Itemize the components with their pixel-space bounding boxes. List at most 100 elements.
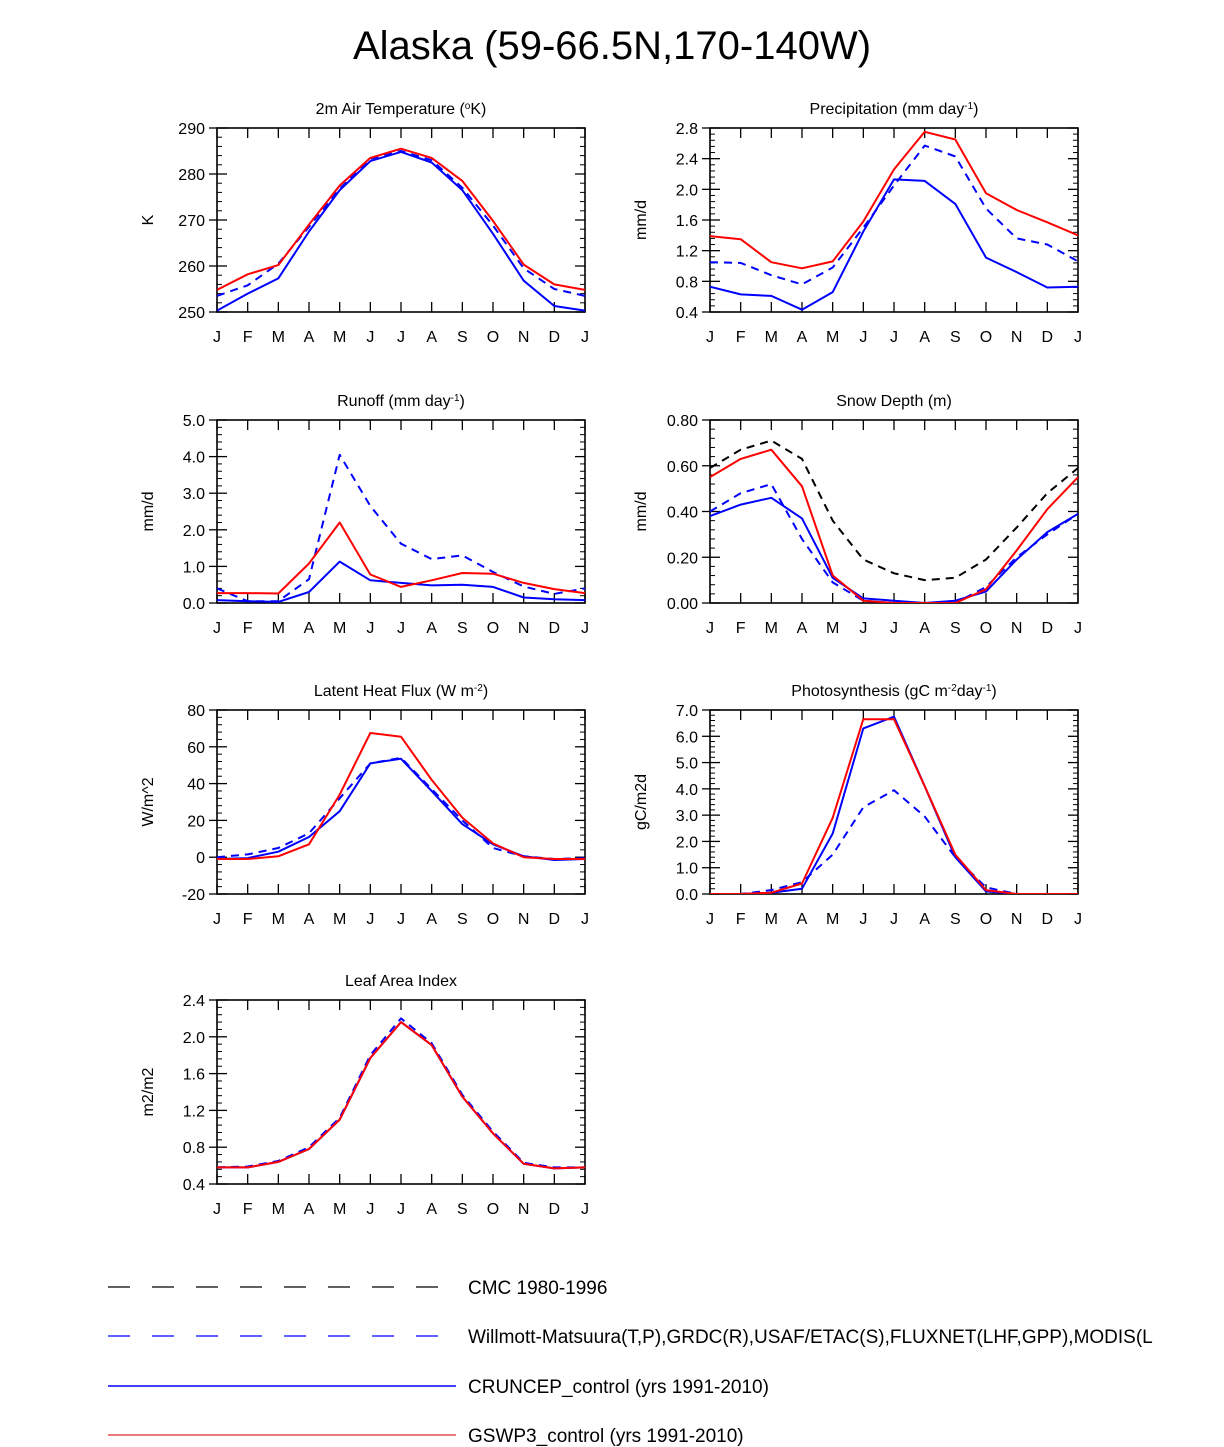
x-tick-label: D xyxy=(549,1201,561,1218)
y-tick-label: 2.0 xyxy=(676,834,698,851)
x-tick-label: J xyxy=(397,911,405,928)
x-tick-label: F xyxy=(736,620,746,637)
x-tick-label: J xyxy=(706,329,714,346)
series-group xyxy=(710,130,1078,311)
y-tick-label: 4.0 xyxy=(183,450,205,467)
title-part: ) xyxy=(483,683,488,700)
y-tick-label: 280 xyxy=(178,167,205,184)
x-tick-label: J xyxy=(366,329,374,346)
series-line-cruncep xyxy=(217,1021,585,1170)
x-tick-label: J xyxy=(397,1201,405,1218)
panel-6: J F M A M J J A S O N D J 0.0 1.0 2.0 3.0 4.0 5.0 6.0 7.0 Pho… xyxy=(633,683,1082,929)
series-group xyxy=(217,732,585,861)
y-tick-label: 0.0 xyxy=(676,887,698,904)
x-tick-label: A xyxy=(426,911,437,928)
x-tick-label: N xyxy=(518,1201,530,1218)
title-part: Precipitation (mm day xyxy=(810,101,965,118)
series-line-cruncep xyxy=(217,757,585,861)
x-tick-label: J xyxy=(890,329,898,346)
series-line-gswp3 xyxy=(710,448,1078,603)
title-part: K) xyxy=(470,101,486,118)
x-tick-label: D xyxy=(549,329,561,346)
title-part: ) xyxy=(460,393,465,410)
panel-5: J F M A M J J A S O N D J -20 0 20 40 60 80 Latent Heat Flu… xyxy=(140,683,589,929)
y-tick-label: 0.80 xyxy=(667,413,698,430)
x-tick-label: F xyxy=(243,911,253,928)
x-tick-label: N xyxy=(518,620,530,637)
series-line-gswp3 xyxy=(217,1021,585,1170)
title-part: Runoff (mm day xyxy=(337,393,451,410)
y-tick-label: 2.4 xyxy=(183,993,205,1010)
x-tick-label: M xyxy=(333,620,346,637)
x-tick-label: D xyxy=(1042,329,1054,346)
title-part: ) xyxy=(991,683,996,700)
panel-title: Photosynthesis (gC m-2day-1) xyxy=(791,683,996,701)
y-axis-label: W/m^2 xyxy=(140,777,157,826)
x-tick-label: D xyxy=(549,620,561,637)
series-line-gswp3 xyxy=(217,732,585,860)
title-part: ) xyxy=(973,101,978,118)
plot-frame xyxy=(216,419,586,604)
y-axis-label: K xyxy=(140,214,157,225)
panel-7: J F M A M J J A S O N D J 0.4 0.8 1.2 1.6 2.0 2.4 Leaf Area… xyxy=(140,973,589,1218)
y-tick-label: -20 xyxy=(182,887,205,904)
x-tick-label: D xyxy=(549,911,561,928)
y-tick-label: 5.0 xyxy=(676,756,698,773)
x-tick-label: J xyxy=(1074,911,1082,928)
y-tick-label: 1.6 xyxy=(183,1067,205,1084)
x-tick-label: J xyxy=(581,911,589,928)
series-line-cruncep xyxy=(710,496,1078,603)
title-part: Latent Heat Flux (W m xyxy=(314,683,474,700)
x-tick-label: M xyxy=(333,911,346,928)
panel-title: Precipitation (mm day-1) xyxy=(810,101,979,119)
x-tick-label: S xyxy=(950,911,961,928)
series-group xyxy=(217,147,585,312)
panel-1: J F M A M J J A S O N D J 250 260 270 280 290 2m Air Tempe… xyxy=(140,101,589,347)
x-tick-label: M xyxy=(333,1201,346,1218)
y-tick-label: 250 xyxy=(178,305,205,322)
y-tick-label: 0.4 xyxy=(676,305,698,322)
series-line-gswp3 xyxy=(217,521,585,595)
x-tick-label: J xyxy=(397,329,405,346)
y-tick-label: 0.0 xyxy=(183,596,205,613)
x-tick-label: F xyxy=(243,620,253,637)
series-line-cruncep xyxy=(710,715,1078,894)
title-part: Leaf Area Index xyxy=(345,973,457,990)
series-group xyxy=(710,439,1078,603)
y-tick-label: 0.8 xyxy=(183,1140,205,1157)
title-superscript: -1 xyxy=(964,101,973,112)
series-group xyxy=(217,1017,585,1170)
x-tick-label: D xyxy=(1042,620,1054,637)
x-tick-label: A xyxy=(304,1201,315,1218)
x-tick-label: A xyxy=(797,911,808,928)
title-part: Photosynthesis (gC m xyxy=(791,683,948,700)
y-tick-label: 290 xyxy=(178,121,205,138)
x-tick-label: S xyxy=(457,911,468,928)
x-tick-label: M xyxy=(272,911,285,928)
title-part: day xyxy=(957,683,983,700)
y-tick-label: 1.0 xyxy=(183,559,205,576)
x-tick-label: J xyxy=(1074,620,1082,637)
x-tick-label: A xyxy=(304,620,315,637)
x-tick-label: O xyxy=(487,329,499,346)
panel-4: J F M A M J J A S O N D J 0.00 0.20 0.40 0.60 0.80 Snow De… xyxy=(633,393,1082,637)
y-tick-label: 1.0 xyxy=(676,861,698,878)
title-superscript: o xyxy=(465,101,471,112)
y-tick-label: 5.0 xyxy=(183,413,205,430)
plot-frame xyxy=(216,127,586,313)
y-tick-label: 2.0 xyxy=(183,1030,205,1047)
y-tick-label: 40 xyxy=(187,777,205,794)
title-superscript: -2 xyxy=(948,683,957,694)
y-tick-label: 0.60 xyxy=(667,459,698,476)
title-part: 2m Air Temperature ( xyxy=(316,101,466,118)
x-tick-label: N xyxy=(1011,620,1023,637)
x-tick-label: M xyxy=(765,329,778,346)
x-tick-label: N xyxy=(518,329,530,346)
x-tick-label: F xyxy=(243,329,253,346)
series-group xyxy=(710,715,1078,894)
x-tick-label: J xyxy=(859,329,867,346)
x-tick-label: J xyxy=(213,620,221,637)
y-tick-label: 6.0 xyxy=(676,729,698,746)
x-tick-label: J xyxy=(581,1201,589,1218)
x-tick-label: J xyxy=(706,620,714,637)
